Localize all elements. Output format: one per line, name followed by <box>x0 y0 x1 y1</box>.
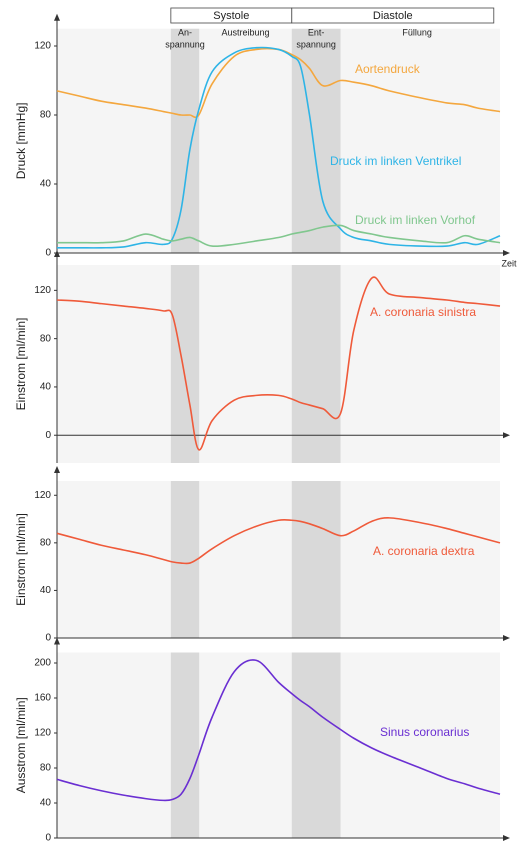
y-tick-label: 0 <box>45 833 51 844</box>
phase-band <box>291 481 341 638</box>
x-axis-arrow <box>503 835 510 841</box>
y-tick-label: 80 <box>40 333 52 344</box>
plot-background <box>57 28 500 253</box>
y-axis-arrow <box>54 13 60 21</box>
series-line <box>56 517 501 565</box>
phase-band <box>170 652 200 838</box>
series-line <box>57 46 501 249</box>
series-line <box>56 659 501 802</box>
y-tick-label: 0 <box>45 430 51 441</box>
series-label: Druck im linken Ventrikel <box>330 154 461 168</box>
y-tick-label: 40 <box>40 382 52 393</box>
phase-label: Diastole <box>373 10 413 22</box>
x-axis-arrow <box>503 432 510 439</box>
phase-band <box>170 28 200 253</box>
phase-band <box>291 652 341 838</box>
subphase-label: spannung <box>296 39 336 49</box>
series-line <box>56 276 501 451</box>
series-line <box>57 224 501 248</box>
y-axis-title: Einstrom [ml/min] <box>14 318 28 411</box>
y-tick-label: 160 <box>34 693 51 704</box>
y-tick-label: 0 <box>45 248 51 259</box>
y-tick-label: 120 <box>34 41 51 52</box>
subphase-label: spannung <box>165 39 205 49</box>
y-tick-label: 120 <box>34 728 51 739</box>
subphase-label: Ent- <box>308 27 325 37</box>
y-tick-label: 40 <box>40 798 52 809</box>
y-tick-label: 40 <box>40 179 52 190</box>
y-axis-title: Druck [mmHg] <box>14 103 28 180</box>
x-axis-arrow <box>503 250 510 256</box>
phase-label: Systole <box>213 10 249 22</box>
subphase-label: Füllung <box>402 27 432 37</box>
plot-background <box>57 265 500 463</box>
y-tick-label: 120 <box>34 490 51 501</box>
y-axis-arrow <box>54 637 60 645</box>
series-label: Druck im linken Vorhof <box>355 213 476 227</box>
phase-box <box>291 7 495 24</box>
x-axis-title: Zeit <box>501 258 517 268</box>
series-label: Sinus coronarius <box>380 725 469 739</box>
subphase-label: An- <box>178 27 192 37</box>
y-tick-label: 80 <box>40 110 52 121</box>
plot-background <box>57 481 500 638</box>
series-label: Aortendruck <box>355 62 421 76</box>
series-label: A. coronaria dextra <box>373 544 475 558</box>
plot-background <box>57 652 500 838</box>
y-tick-label: 80 <box>40 763 52 774</box>
y-axis-title: Ausstrom [ml/min] <box>14 697 28 793</box>
phase-band <box>170 481 200 638</box>
y-tick-label: 0 <box>45 633 51 644</box>
x-axis-arrow <box>503 635 510 641</box>
y-tick-label: 200 <box>34 658 51 669</box>
y-axis-title: Einstrom [ml/min] <box>14 513 28 606</box>
y-tick-label: 80 <box>40 537 52 548</box>
y-axis-arrow <box>54 250 60 257</box>
y-tick-label: 40 <box>40 585 52 596</box>
y-tick-label: 120 <box>34 285 51 296</box>
phase-band <box>291 265 341 463</box>
subphase-label: Austreibung <box>221 27 269 37</box>
y-axis-arrow <box>54 466 60 473</box>
series-label: A. coronaria sinistra <box>370 305 476 319</box>
